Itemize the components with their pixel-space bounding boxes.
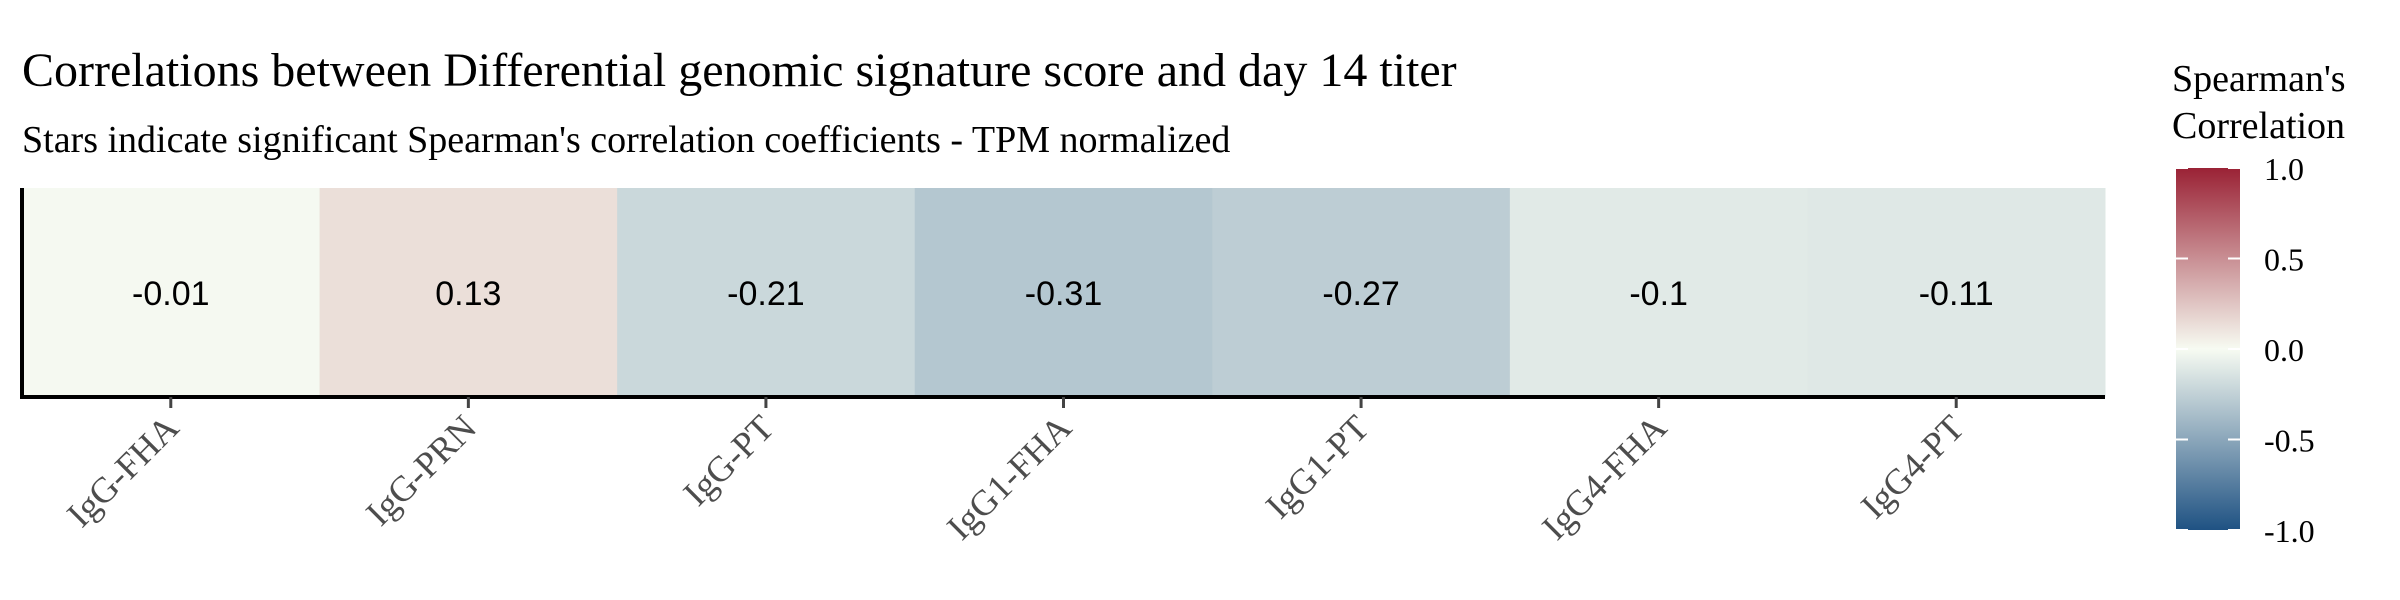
x-tick-label-igg4-pt: IgG4-PT — [1853, 407, 1972, 526]
heatmap-cell-igg4-pt — [1807, 188, 2106, 397]
heatmap-cell-igg4-fha — [1509, 188, 1808, 397]
heatmap-cell-igg-prn — [319, 188, 618, 397]
x-tick-label-igg-prn: IgG-PRN — [358, 407, 484, 533]
legend-title-line1: Spearman's — [2172, 58, 2346, 100]
legend-tick-label: 1.0 — [2264, 151, 2304, 187]
cell-value-labels: -0.01 0.13 -0.21 -0.31 -0.27 -0.1 -0.11 — [132, 275, 1994, 313]
legend-tick-label: 0.5 — [2264, 242, 2304, 278]
x-tick-label-igg1-pt: IgG1-PT — [1258, 407, 1377, 526]
cell-value-label-igg-prn: 0.13 — [435, 275, 501, 313]
chart-title: Correlations between Differential genomi… — [22, 44, 1457, 97]
heatmap-cells — [22, 188, 2106, 397]
legend-tick-label: -1.0 — [2264, 513, 2315, 549]
x-axis-ticks — [169, 397, 1958, 408]
legend-ticks — [2176, 167, 2240, 531]
x-tick-label-igg1-fha: IgG1-FHA — [939, 407, 1079, 547]
cell-value-label-igg4-pt: -0.11 — [1919, 275, 1994, 313]
cell-value-label-igg4-fha: -0.1 — [1629, 275, 1688, 313]
cell-value-label-igg1-pt: -0.27 — [1322, 275, 1400, 313]
x-tick-label-igg4-fha: IgG4-FHA — [1534, 407, 1674, 547]
x-tick-label-igg-pt: IgG-PT — [676, 407, 782, 513]
cell-value-label-igg-fha: -0.01 — [132, 275, 210, 313]
legend-tick-labels: 1.0 0.5 0.0 -0.5 -1.0 — [2264, 151, 2315, 549]
cell-value-label-igg1-fha: -0.31 — [1025, 275, 1103, 313]
cell-value-label-igg-pt: -0.21 — [727, 275, 805, 313]
heatmap-cell-igg1-fha — [914, 188, 1213, 397]
heatmap-cell-igg-fha — [22, 188, 321, 397]
legend-tick-label: 0.0 — [2264, 332, 2304, 368]
heatmap-cell-igg1-pt — [1212, 188, 1511, 397]
legend-tick-label: -0.5 — [2264, 423, 2315, 459]
x-tick-label-igg-fha: IgG-FHA — [59, 407, 186, 534]
chart-subtitle: Stars indicate significant Spearman's co… — [22, 119, 1230, 161]
x-axis-tick-labels: IgG-FHA IgG-PRN IgG-PT IgG1-FHA IgG1-PT IgG4-… — [59, 407, 1972, 547]
legend-title-line2: Correlation — [2172, 105, 2345, 147]
heatmap-cell-igg-pt — [617, 188, 916, 397]
